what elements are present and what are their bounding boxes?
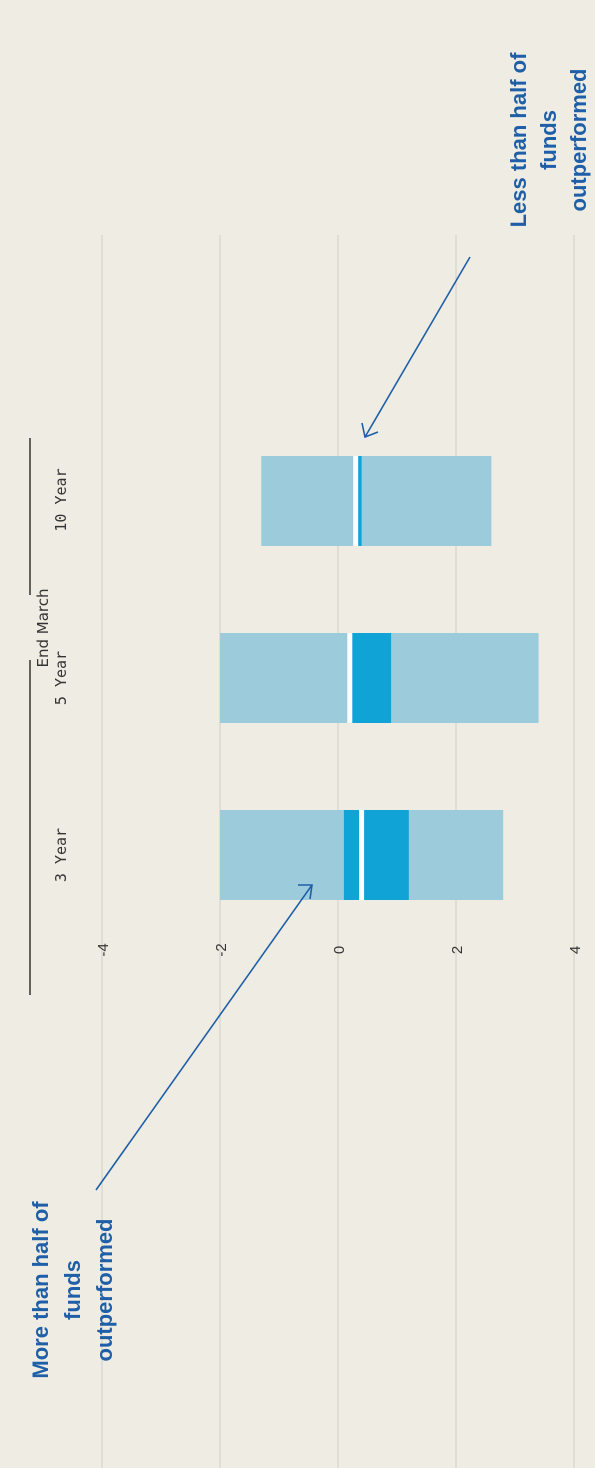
- category-labels: 3 Year 5 Year 10 Year: [52, 468, 70, 882]
- tick-label-2: 0: [331, 946, 348, 954]
- bar-median-0: [359, 810, 365, 900]
- annotation-less-line-3: outperformed: [566, 69, 591, 212]
- annotation-more-line-3: outperformed: [92, 1219, 117, 1362]
- annotation-more-line-1: More than half of: [28, 1201, 53, 1379]
- annotation-less-arrow: [364, 256, 471, 438]
- header-label: End March: [34, 589, 52, 668]
- category-label-1: 5 Year: [52, 651, 70, 705]
- value-axis: 4 2 0 -2 -4: [95, 943, 584, 956]
- bar-inner-2: [355, 456, 362, 546]
- annotation-more-line-2: funds: [60, 1260, 85, 1320]
- category-label-2: 10 Year: [52, 468, 70, 531]
- bar-inner-1: [349, 633, 392, 723]
- annotation-more-than-half: More than half of funds outperformed: [28, 884, 313, 1379]
- annotation-more-arrowhead: [298, 884, 313, 900]
- tick-label-4: -4: [95, 943, 112, 956]
- bar-median-1: [347, 633, 353, 723]
- annotation-more-arrow: [95, 884, 313, 1191]
- bar-median-2: [353, 456, 359, 546]
- tick-label-3: -2: [213, 943, 230, 956]
- bar-outer-2: [261, 456, 492, 546]
- bar-inner-0: [343, 810, 409, 900]
- tick-label-0: 4: [567, 946, 584, 954]
- annotation-less-line-1: Less than half of: [506, 52, 531, 227]
- tick-label-1: 2: [449, 946, 466, 954]
- annotation-less-arrowhead: [361, 422, 379, 439]
- annotation-less-line-2: funds: [536, 110, 561, 170]
- category-label-0: 3 Year: [52, 828, 70, 882]
- column-header: End March: [29, 438, 52, 995]
- bars: [220, 456, 539, 900]
- annotation-less-than-half: Less than half of funds outperformed: [361, 52, 591, 439]
